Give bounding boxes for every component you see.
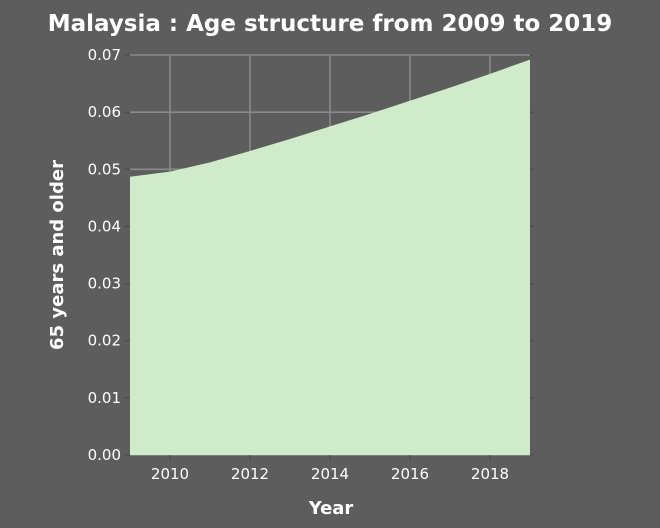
y-tick-label: 0.04 — [88, 217, 121, 235]
chart-title: Malaysia : Age structure from 2009 to 20… — [48, 11, 613, 37]
x-tick-label: 2010 — [151, 465, 189, 483]
x-tick-label: 2016 — [391, 465, 429, 483]
x-tick-label: 2018 — [471, 465, 509, 483]
axis-ticks — [125, 54, 533, 460]
y-tick-label: 0.00 — [88, 446, 121, 464]
y-tick-label: 0.03 — [88, 275, 121, 293]
y-tick-label: 0.05 — [88, 160, 121, 178]
y-tick-label: 0.06 — [88, 103, 121, 121]
area-series — [130, 59, 530, 455]
y-axis-tick-labels: 0.00 0.01 0.02 0.03 0.04 0.05 0.06 0.07 — [88, 46, 121, 464]
y-tick-label: 0.07 — [88, 46, 121, 64]
x-axis-tick-labels: 2010 2012 2014 2016 2018 — [151, 465, 509, 483]
x-tick-label: 2014 — [311, 465, 349, 483]
x-tick-label: 2012 — [231, 465, 269, 483]
y-axis-label: 65 years and older — [47, 160, 68, 350]
x-axis-label: Year — [308, 498, 354, 519]
y-tick-label: 0.02 — [88, 332, 121, 350]
y-tick-label: 0.01 — [88, 389, 121, 407]
